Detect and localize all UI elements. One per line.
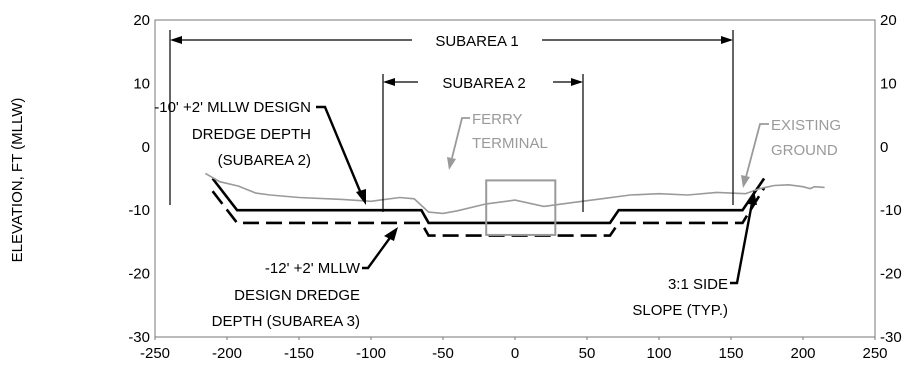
x-tick-label: 200 bbox=[790, 345, 815, 362]
subarea-2-dimension: SUBAREA 2 bbox=[382, 74, 584, 212]
x-tick-label: -150 bbox=[284, 345, 314, 362]
design-depth-b-line-1: -12' +2' MLLW bbox=[265, 260, 361, 277]
series-line-existing-ground bbox=[205, 172, 825, 215]
ferry-terminal-callout: FERRY TERMINAL bbox=[447, 111, 548, 170]
design-depth-a-line-3: (SUBAREA 2) bbox=[218, 152, 311, 169]
design-depth-a-callout: -10' +2' MLLW DESIGN DREDGE DEPTH (SUBAR… bbox=[154, 99, 366, 205]
y-tick-label-left: -10 bbox=[128, 202, 150, 219]
y-tick-label-left: 0 bbox=[142, 139, 150, 156]
y-tick-label-right: 0 bbox=[880, 139, 888, 156]
subarea-1-dimension: SUBAREA 1 bbox=[169, 30, 734, 205]
x-tick-label: -50 bbox=[432, 345, 454, 362]
y-tick-label-right: -10 bbox=[880, 202, 902, 219]
y-tick-label-left: 20 bbox=[133, 12, 150, 29]
existing-ground-callout: EXISTING GROUND bbox=[741, 117, 841, 188]
subarea-2-label: SUBAREA 2 bbox=[442, 75, 525, 92]
y-tick-label-right: -20 bbox=[880, 266, 902, 283]
existing-ground-line-1: EXISTING bbox=[771, 117, 841, 134]
ferry-terminal-box bbox=[485, 179, 557, 236]
x-tick-label: 100 bbox=[646, 345, 671, 362]
y-tick-labels-left: 20 10 0 -10 -20 -30 bbox=[128, 12, 150, 346]
design-depth-a-line-1: -10' +2' MLLW DESIGN bbox=[154, 99, 311, 116]
ferry-terminal-line-1: FERRY bbox=[472, 111, 523, 128]
x-tick-label: 50 bbox=[579, 345, 596, 362]
design-depth-b-line-3: DEPTH (SUBAREA 3) bbox=[212, 313, 360, 330]
design-depth-b-line-2: DESIGN DREDGE bbox=[234, 287, 360, 304]
y-tick-label-right: -30 bbox=[880, 329, 902, 346]
x-tick-labels: -250 -200 -150 -100 -50 0 50 100 150 200 250 bbox=[140, 337, 888, 362]
existing-ground-line-2: GROUND bbox=[771, 142, 838, 159]
side-slope-callout: 3:1 SIDE SLOPE (TYP.) bbox=[632, 190, 757, 319]
x-tick-label: 0 bbox=[511, 345, 519, 362]
x-tick-label: -100 bbox=[356, 345, 386, 362]
y-tick-label-right: 10 bbox=[880, 75, 897, 92]
subarea-1-label: SUBAREA 1 bbox=[435, 33, 518, 50]
series-layer bbox=[205, 172, 825, 237]
y-tick-label-left: -30 bbox=[128, 329, 150, 346]
y-axis-label: ELEVATION, FT (MLLW) bbox=[9, 98, 26, 263]
design-depth-b-callout: -12' +2' MLLW DESIGN DREDGE DEPTH (SUBAR… bbox=[212, 227, 398, 330]
x-tick-label: -200 bbox=[212, 345, 242, 362]
side-slope-line-2: SLOPE (TYP.) bbox=[632, 302, 728, 319]
y-tick-label-right: 20 bbox=[880, 12, 897, 29]
y-tick-label-left: -20 bbox=[128, 266, 150, 283]
series-line-design-minus10 bbox=[211, 177, 766, 225]
design-depth-a-line-2: DREDGE DEPTH bbox=[192, 126, 311, 143]
ferry-terminal-line-2: TERMINAL bbox=[472, 135, 548, 152]
y-tick-label-left: 10 bbox=[133, 75, 150, 92]
y-tick-labels-right: 20 10 0 -10 -20 -30 bbox=[880, 12, 902, 346]
side-slope-line-1: 3:1 SIDE bbox=[668, 276, 728, 293]
x-tick-label: 250 bbox=[862, 345, 887, 362]
x-tick-label: 150 bbox=[718, 345, 743, 362]
x-tick-label: -250 bbox=[140, 345, 170, 362]
